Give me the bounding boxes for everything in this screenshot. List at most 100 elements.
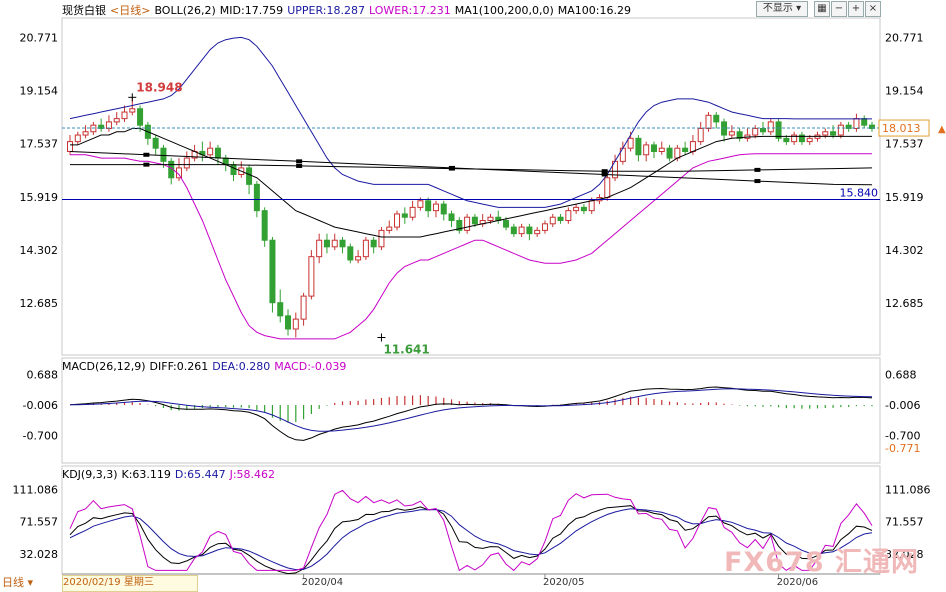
band-upper-line — [69, 36, 872, 208]
candle-body — [269, 239, 276, 304]
macd-tick-left-2: -0.700 — [23, 430, 58, 443]
macd-lines — [69, 386, 873, 441]
candle-body — [355, 256, 362, 261]
price-tick-left-3: 15.919 — [20, 191, 59, 204]
ma-marker — [143, 162, 150, 167]
candle-body — [316, 239, 323, 258]
candle-body — [339, 239, 346, 248]
price-tick-left-4: 14.302 — [20, 244, 59, 257]
candle-body — [861, 118, 868, 126]
macd-tick-right-2: -0.700 — [885, 430, 920, 443]
candle-body — [573, 206, 580, 212]
candle-body — [713, 114, 720, 123]
candle-body — [74, 134, 81, 143]
candle-body — [440, 203, 447, 215]
j-value: J:58.462 — [229, 468, 276, 481]
price-header: 现货白银 <日线> BOLL(26,2) MID:17.759 UPPER:18.287… — [62, 2, 635, 17]
candle-body — [456, 220, 463, 231]
boll-label: BOLL(26,2) — [154, 4, 216, 17]
candle-body — [207, 147, 214, 156]
diff-line — [69, 386, 873, 441]
candle-body — [401, 213, 408, 218]
k-value: K:63.119 — [121, 468, 171, 481]
candle-body — [783, 137, 790, 143]
candle-body — [378, 229, 385, 248]
candle-body — [323, 239, 330, 248]
price-tick-left-2: 17.537 — [20, 138, 59, 151]
candle-body — [830, 131, 837, 136]
candle-body — [534, 229, 541, 235]
watermark: FX678 汇通网 — [724, 540, 919, 579]
candle-body — [137, 108, 144, 126]
kdj-tick-right-1: 71.557 — [885, 516, 924, 529]
candle-body — [214, 147, 221, 159]
candle-body — [230, 164, 237, 175]
kdj-tick-right-0: 111.086 — [885, 483, 931, 496]
candle-body — [448, 213, 455, 222]
watermark-text: FX678 汇通网 — [724, 547, 920, 578]
candle-body — [674, 147, 681, 159]
candle-body — [432, 203, 439, 212]
band-lower-line — [70, 153, 872, 340]
x-tick-1: 2020/05 — [543, 577, 585, 588]
candle-body — [767, 121, 774, 133]
candle-body — [588, 200, 595, 212]
ma-line-2 — [70, 164, 873, 172]
kdj-header: KDJ(9,3,3) K:63.119 D:65.447 J:58.462 — [62, 468, 279, 482]
candle-body — [689, 141, 696, 152]
candle-body — [806, 137, 813, 143]
period-selector[interactable]: 日线 ▾ — [2, 576, 34, 589]
period-tag[interactable]: <日线> — [110, 4, 151, 17]
ma-marker — [296, 163, 303, 168]
candle-body — [510, 226, 517, 235]
grid-icon[interactable]: ▦ — [814, 1, 830, 17]
kdj-label: KDJ(9,3,3) — [62, 468, 118, 481]
kdj-lines — [69, 489, 873, 575]
price-tick-right-2: 17.537 — [885, 138, 924, 151]
ma-marker — [448, 166, 455, 171]
lower-value: LOWER:17.231 — [368, 4, 451, 17]
candle-body — [471, 216, 478, 225]
candle-body — [160, 147, 167, 162]
upper-value: UPPER:18.287 — [287, 4, 365, 17]
plus-icon[interactable]: + — [848, 1, 864, 17]
candle-body — [658, 147, 665, 152]
price-axis: 20.771 20.771 19.154 19.154 17.537 17.537 15.9… — [20, 31, 924, 310]
dea-line — [69, 388, 873, 432]
price-tick-right-5: 12.685 — [885, 297, 924, 310]
candle-body — [635, 137, 642, 156]
candle-body — [798, 134, 805, 143]
candle-body — [526, 226, 533, 235]
candle-body — [464, 216, 471, 231]
candle-body — [627, 137, 634, 149]
annotation-label-1: 11.641 — [383, 343, 429, 357]
price-panel-frame — [61, 17, 881, 356]
candle-body — [386, 226, 393, 231]
candle-body — [285, 315, 292, 330]
candle-body — [775, 121, 782, 139]
candle-body — [183, 157, 190, 169]
boll-bands — [69, 36, 873, 340]
close-icon[interactable]: × — [865, 1, 881, 17]
ma-line-1 — [69, 151, 873, 186]
candle-body — [113, 118, 120, 123]
macd-tick-right-1: -0.006 — [885, 399, 920, 412]
band-mid-line — [70, 128, 872, 238]
candle-body — [129, 108, 136, 113]
candle-body — [853, 118, 860, 129]
minus-icon[interactable]: − — [831, 1, 847, 17]
candle-body — [604, 177, 611, 199]
x-tick-2: 2020/06 — [777, 577, 819, 588]
price-tick-left-1: 19.154 — [20, 85, 59, 98]
candle-body — [822, 131, 829, 136]
candle-body — [666, 147, 673, 159]
k-line — [69, 505, 873, 575]
candle-body — [246, 167, 253, 185]
price-tick-left-5: 12.685 — [20, 297, 59, 310]
candle-body — [650, 144, 657, 152]
hide-dropdown[interactable]: 不显示 ▾ — [756, 1, 808, 17]
ma-marker — [754, 167, 761, 172]
macd-tick-right-0: 0.688 — [885, 368, 917, 381]
